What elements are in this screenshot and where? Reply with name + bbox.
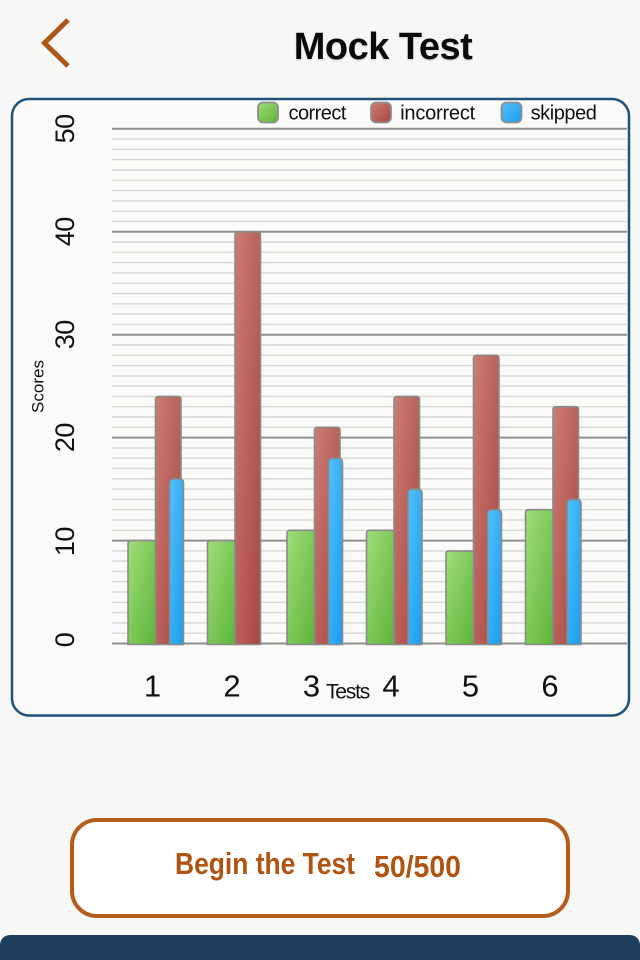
svg-text:2: 2 <box>223 669 240 704</box>
svg-text:30: 30 <box>50 320 80 349</box>
svg-text:3: 3 <box>303 669 320 704</box>
svg-text:Scores: Scores <box>29 360 48 413</box>
svg-text:Tests: Tests <box>326 681 370 704</box>
svg-text:skipped: skipped <box>531 103 597 125</box>
svg-text:40: 40 <box>50 217 80 246</box>
svg-text:1: 1 <box>144 669 161 704</box>
svg-text:50: 50 <box>50 114 80 143</box>
svg-text:5: 5 <box>462 669 479 704</box>
svg-text:correct: correct <box>289 103 347 125</box>
svg-text:0: 0 <box>50 633 80 648</box>
svg-text:20: 20 <box>50 423 80 452</box>
svg-text:4: 4 <box>382 669 399 704</box>
svg-text:10: 10 <box>50 527 80 556</box>
svg-text:incorrect: incorrect <box>400 103 475 125</box>
svg-text:6: 6 <box>541 669 558 704</box>
